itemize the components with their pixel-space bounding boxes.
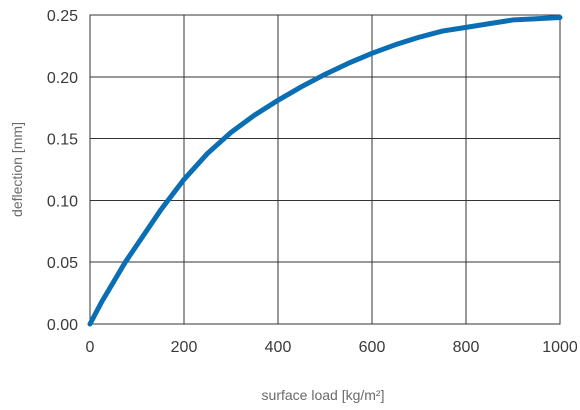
x-tick-labels: 0 200 400 600 800 1000 <box>86 339 578 356</box>
y-tick-label: 0.05 <box>47 255 78 272</box>
x-tick-label: 0 <box>86 339 95 356</box>
grid <box>89 14 561 325</box>
x-tick-label: 1000 <box>542 339 578 356</box>
y-tick-labels: 0.00 0.05 0.10 0.15 0.20 0.25 <box>47 8 78 334</box>
series-line <box>87 14 563 327</box>
x-axis-title: surface load [kg/m²] <box>262 387 385 403</box>
x-tick-label: 800 <box>453 339 480 356</box>
plot-frame <box>89 14 561 325</box>
y-tick-label: 0.10 <box>47 193 78 210</box>
x-tick-label: 600 <box>359 339 386 356</box>
x-tick-label: 200 <box>171 339 198 356</box>
x-tick-label: 400 <box>265 339 292 356</box>
y-tick-label: 0.00 <box>47 317 78 334</box>
series-group <box>87 14 563 327</box>
y-axis-title: deflection [mm] <box>9 122 25 217</box>
y-tick-label: 0.20 <box>47 70 78 87</box>
y-tick-label: 0.15 <box>47 132 78 149</box>
y-tick-label: 0.25 <box>47 8 78 25</box>
